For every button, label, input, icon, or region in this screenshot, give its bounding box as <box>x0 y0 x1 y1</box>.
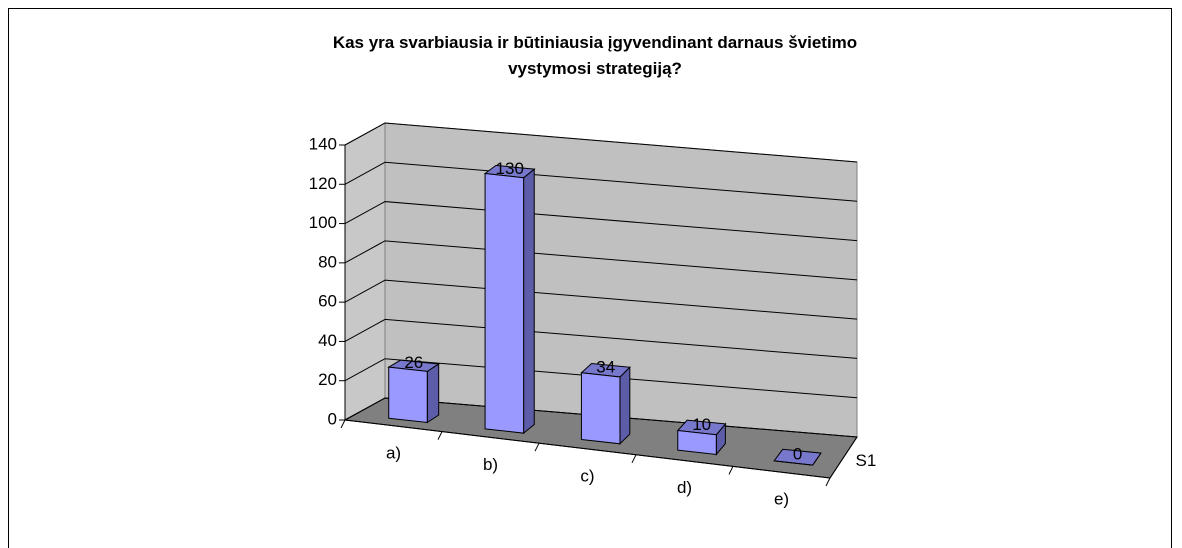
data-label: 0 <box>793 445 802 464</box>
x-tick-label: a) <box>386 443 401 462</box>
bar <box>483 164 536 435</box>
y-tick-label: 60 <box>318 292 337 311</box>
grid-line <box>344 318 858 359</box>
data-label: 34 <box>596 358 615 377</box>
depth-axis <box>829 436 858 479</box>
bar-front <box>484 172 525 434</box>
bar-front <box>774 460 813 466</box>
x-tick-label: b) <box>483 455 498 474</box>
chart-frame <box>8 8 1172 548</box>
data-label: 130 <box>496 159 524 178</box>
x-tick-label: e) <box>774 490 789 509</box>
y-tick-label: 140 <box>309 134 337 153</box>
chart-title: Kas yra svarbiausia ir būtiniausia įgyve… <box>332 33 858 78</box>
grid-line <box>344 358 858 399</box>
bar-side <box>426 363 440 424</box>
y-tick-label: 80 <box>318 252 337 271</box>
bar-front <box>388 366 428 424</box>
x-tick <box>437 431 443 440</box>
y-tick-label: 100 <box>309 213 337 232</box>
x-tick <box>534 442 540 452</box>
x-tick <box>728 466 734 475</box>
bar <box>676 419 727 456</box>
grid-line <box>344 279 858 320</box>
y-tick-label: 120 <box>309 174 337 193</box>
x-tick <box>825 477 831 487</box>
x-tick-label: c) <box>580 466 594 485</box>
y-tick-label: 40 <box>318 331 337 350</box>
x-tick <box>340 419 346 429</box>
bar <box>580 362 631 445</box>
grid-line <box>344 122 858 163</box>
grid-line <box>344 240 858 281</box>
x-axis <box>344 419 831 479</box>
grid-line <box>344 161 858 202</box>
bar-front <box>580 372 621 445</box>
bar <box>387 359 441 424</box>
grid-line <box>344 201 858 242</box>
data-label: 26 <box>404 353 423 372</box>
series-label: S1 <box>856 451 877 470</box>
left-wall <box>344 122 386 421</box>
bar-side <box>523 168 535 435</box>
bar-side <box>619 366 631 445</box>
bar <box>773 448 822 466</box>
x-tick-label: d) <box>677 478 692 497</box>
data-label: 10 <box>692 415 711 434</box>
bar-front <box>677 429 717 455</box>
x-tick <box>631 454 637 464</box>
y-tick-label: 20 <box>318 370 337 389</box>
y-tick-label: 0 <box>328 409 337 428</box>
